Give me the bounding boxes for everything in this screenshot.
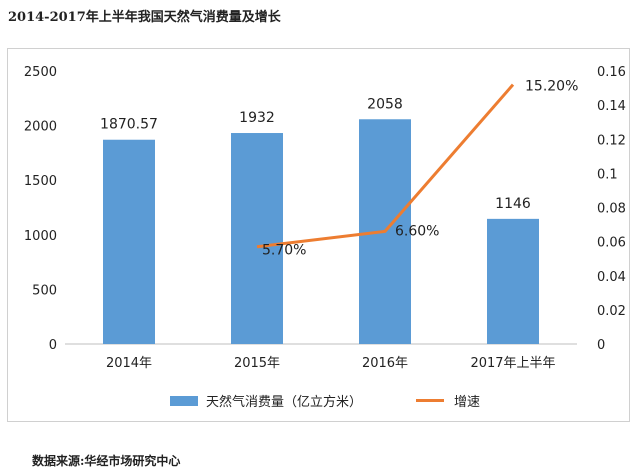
legend-line-swatch xyxy=(416,399,445,402)
y-right-tick-label: 0.16 xyxy=(597,65,626,80)
legend: 天然气消费量（亿立方米） 增速 xyxy=(170,391,480,410)
bar-value-label: 1932 xyxy=(239,110,275,126)
y-left-axis: 0 500 1000 1500 2000 2500 xyxy=(24,65,57,353)
bar-value-label: 1870.57 xyxy=(100,117,158,133)
y-left-tick-label: 2500 xyxy=(24,65,57,80)
x-tick-label: 2017年上半年 xyxy=(470,356,555,371)
y-right-tick-label: 0 xyxy=(597,338,605,353)
line-labels: 5.70% 6.60% 15.20% xyxy=(262,79,578,259)
page-title: 2014-2017年上半年我国天然气消费量及增长 xyxy=(8,10,281,25)
line-value-label: 5.70% xyxy=(262,243,306,259)
y-right-tick-label: 0.08 xyxy=(597,202,626,217)
y-left-tick-label: 2000 xyxy=(24,120,57,135)
legend-bar-swatch xyxy=(170,395,198,406)
y-right-tick-label: 0.06 xyxy=(597,236,626,251)
bar xyxy=(103,139,155,344)
line-value-label: 6.60% xyxy=(395,223,439,239)
y-right-axis: 0 0.02 0.04 0.06 0.08 0.1 0.12 0.14 0.16 xyxy=(597,65,626,353)
y-left-tick-label: 1500 xyxy=(24,174,57,189)
legend-bar-label: 天然气消费量（亿立方米） xyxy=(206,395,363,410)
y-left-tick-label: 500 xyxy=(32,283,57,298)
y-left-tick-label: 1000 xyxy=(24,229,57,244)
x-axis: 2014年 2015年 2016年 2017年上半年 xyxy=(106,356,556,371)
x-tick-label: 2016年 xyxy=(362,356,408,371)
bar-labels: 1870.57 1932 2058 1146 xyxy=(100,96,531,212)
y-left-tick-label: 0 xyxy=(49,338,57,353)
bar-value-label: 1146 xyxy=(495,196,531,212)
line-value-label: 15.20% xyxy=(525,79,578,95)
bar xyxy=(231,133,283,344)
legend-line-label: 增速 xyxy=(454,395,481,410)
bar xyxy=(487,218,539,344)
bar-series xyxy=(103,119,539,344)
y-right-tick-label: 0.12 xyxy=(597,133,626,148)
x-tick-label: 2015年 xyxy=(234,356,280,371)
y-right-tick-label: 0.02 xyxy=(597,304,626,319)
x-tick-label: 2014年 xyxy=(106,356,152,371)
chart-frame xyxy=(7,48,630,422)
y-right-tick-label: 0.14 xyxy=(597,99,626,114)
y-right-tick-label: 0.04 xyxy=(597,270,626,285)
line-series xyxy=(256,83,515,249)
bar-value-label: 2058 xyxy=(367,96,403,112)
y-right-tick-label: 0.1 xyxy=(597,167,618,182)
source-note: 数据来源:华经市场研究中心 xyxy=(32,454,181,468)
